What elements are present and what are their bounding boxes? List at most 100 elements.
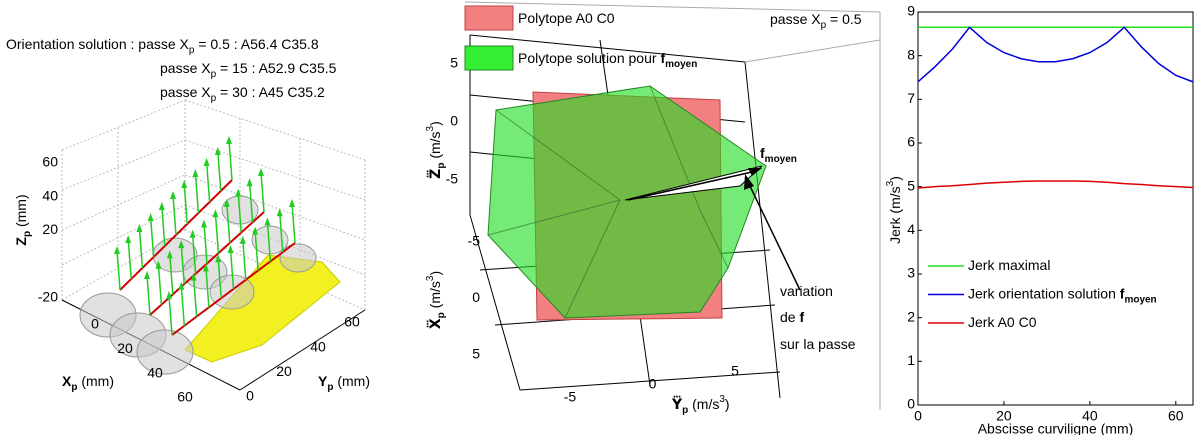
- z-axis-label-part: p: [436, 163, 447, 169]
- x-axis-label: X⃛p (m/s3): [425, 271, 447, 329]
- box-edge: [464, 1, 881, 13]
- arrow-head: [276, 208, 283, 217]
- orientation-arrow: [180, 244, 185, 285]
- y-axis-label-part: 3: [719, 394, 725, 405]
- surface: [184, 254, 341, 363]
- z-axis-label-part: ): [427, 121, 443, 126]
- title-line-part: p: [211, 69, 217, 80]
- orientation-arrow: [229, 248, 235, 290]
- x-tick-label: 40: [1082, 408, 1098, 424]
- arrow-head: [235, 188, 242, 197]
- title-line-part: = 15 : A52.9 C35.5: [216, 60, 336, 76]
- orientation-arrow: [183, 183, 188, 225]
- y-axis-label-part: 3: [885, 180, 896, 186]
- y-tick-label: 7: [907, 90, 915, 106]
- orientation-arrow: [146, 274, 151, 316]
- arrow-head: [223, 198, 230, 207]
- arrow-head: [125, 235, 132, 243]
- title-line-part: p: [189, 45, 195, 56]
- y-axis-label-part: Y: [318, 373, 328, 389]
- legend-label-part: Jerk maximal: [968, 257, 1050, 273]
- arrow-head: [147, 213, 154, 221]
- legend-label-part: Jerk orientation solution: [968, 285, 1120, 301]
- arrow-head: [246, 178, 253, 187]
- orientation-arrow: [266, 221, 272, 262]
- orientation-arrow: [191, 233, 197, 274]
- y-axis-label-part: p: [682, 405, 688, 416]
- orientation-arrow: [214, 213, 220, 254]
- orientation-arrow: [205, 161, 211, 203]
- title-line-part: passe X: [160, 60, 211, 76]
- x-tick-label: 40: [147, 364, 163, 380]
- x-axis-label-part: ): [427, 271, 443, 276]
- x-axis-label-part: (mm): [77, 373, 114, 389]
- legend-label: Jerk orientation solution fmoyen: [968, 285, 1157, 305]
- z-axis-label-part: (m/s: [427, 131, 443, 162]
- y-axis-label: Yp (mm): [318, 373, 370, 393]
- y-tick-label: 3: [907, 265, 915, 281]
- legend-label: Polytope solution pour fmoyen: [518, 50, 697, 70]
- z-axis-label-part: p: [22, 231, 33, 237]
- arrow-head: [744, 174, 754, 190]
- arrow-head: [226, 136, 232, 144]
- legend-label-part: Polytope solution pour: [518, 50, 660, 66]
- axis-line: [239, 309, 366, 391]
- legend-label: Jerk maximal: [968, 257, 1050, 273]
- y-axis-label-part: Y⃛: [671, 395, 683, 412]
- legend-label: Jerk A0 C0: [968, 314, 1037, 330]
- x-axis-label-part: X⃛: [426, 318, 443, 329]
- legend-label-part: Polytope A0 C0: [518, 10, 615, 26]
- z-tick-label: -20: [38, 289, 58, 305]
- legend-label: Polytope A0 C0: [518, 10, 615, 26]
- orientation-arrow: [168, 294, 173, 336]
- y-tick-label: -5: [564, 389, 577, 405]
- y-tick-label: 0: [907, 396, 915, 412]
- orientation-arrow: [237, 192, 242, 233]
- orientation-arrows: [114, 136, 296, 336]
- z-tick-label: 20: [42, 221, 58, 237]
- legend-label-part: f: [1120, 285, 1125, 301]
- x-tick-label: 60: [1168, 408, 1184, 424]
- orientation-arrow: [228, 139, 233, 181]
- orientation-arrow: [172, 194, 177, 236]
- annotation: fmoyen: [760, 145, 797, 165]
- z-tick-label: 5: [450, 55, 458, 71]
- orientation-arrow: [291, 202, 296, 244]
- orientation-arrow: [254, 230, 259, 271]
- grid-line: [469, 214, 521, 391]
- y-axis-label: Y⃛p (m/s3): [671, 394, 730, 416]
- x-axis-label-part: 3: [425, 275, 436, 281]
- x-tick-label: 60: [177, 389, 193, 405]
- legend-label-part: moyen: [665, 59, 697, 70]
- polytope-solution: [487, 85, 767, 319]
- annotation-part: f: [760, 145, 765, 161]
- z-axis-label-part: 3: [425, 125, 436, 131]
- arrow-head: [136, 224, 143, 232]
- arrow-head: [239, 235, 246, 244]
- x-axis-label-part: p: [436, 312, 447, 318]
- arrow-head: [158, 202, 165, 210]
- legend-swatch: [464, 45, 514, 71]
- z-axis-label: Z⃛p (m/s3): [425, 121, 447, 179]
- arrow-head: [214, 147, 221, 155]
- arrow-head: [114, 246, 120, 254]
- x-axis-label-part: p: [71, 382, 77, 393]
- orientation-arrow: [203, 223, 208, 264]
- y-tick-label: 6: [907, 134, 915, 150]
- x-axis-label-part: (m/s: [427, 281, 443, 312]
- arrow-head: [166, 291, 172, 299]
- y-tick-label: 9: [907, 3, 915, 19]
- annotation: sur la passe: [780, 336, 856, 352]
- box-edge: [61, 99, 186, 151]
- x-tick-label: 0: [472, 289, 480, 305]
- orientation-arrow: [192, 276, 198, 317]
- orientation-arrow: [226, 202, 231, 243]
- box-edge: [184, 99, 366, 161]
- title-line-part: passe X: [160, 84, 211, 100]
- y-tick-label: 8: [907, 46, 915, 62]
- y-tick-label: 5: [731, 363, 739, 379]
- y-axis-label-part: ): [725, 396, 730, 412]
- title-line: Orientation solution : passe Xp = 0.5 : …: [6, 36, 319, 56]
- title-line-part: Orientation solution : passe X: [6, 36, 190, 52]
